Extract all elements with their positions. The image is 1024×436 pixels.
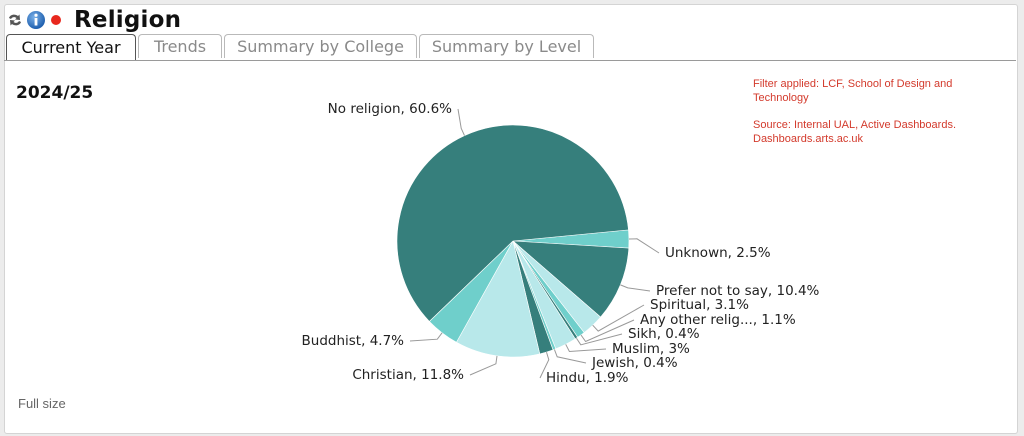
pie-slice[interactable] — [456, 240, 541, 358]
tab-current-year[interactable]: Current Year — [6, 34, 136, 60]
slice-label: No religion, 60.6% — [328, 101, 452, 117]
pie-slice[interactable] — [512, 240, 630, 318]
page-title: Religion — [74, 7, 182, 33]
leader-line — [469, 355, 498, 376]
slice-label: Unknown, 2.5% — [665, 245, 771, 261]
leader-line — [575, 333, 623, 346]
status-dot-icon — [50, 14, 62, 26]
refresh-icon[interactable] — [6, 11, 24, 29]
slice-label: Spiritual, 3.1% — [650, 297, 749, 313]
tab-trends[interactable]: Trends — [138, 34, 222, 58]
leader-line — [457, 108, 465, 136]
leader-line — [553, 349, 587, 364]
leader-line — [539, 351, 550, 379]
source-note: Source: Internal UAL, Active Dashboards.… — [753, 119, 956, 145]
leader-line — [409, 332, 443, 342]
tab-bar: Current Year Trends Summary by College S… — [4, 34, 1016, 61]
chart-notes: Filter applied: LCF, School of Design an… — [753, 77, 1003, 159]
title-bar: Religion — [6, 6, 181, 34]
slice-label: Jewish, 0.4% — [591, 355, 678, 371]
filter-note: Filter applied: LCF, School of Design an… — [753, 78, 953, 104]
slice-label: Prefer not to say, 10.4% — [656, 283, 820, 299]
slice-label: Buddhist, 4.7% — [302, 333, 405, 349]
year-label: 2024/25 — [16, 83, 94, 103]
slice-label: Muslim, 3% — [612, 341, 690, 357]
tab-summary-by-college[interactable]: Summary by College — [224, 34, 417, 58]
leader-line — [580, 319, 635, 343]
leader-line — [620, 284, 651, 292]
info-icon[interactable] — [26, 10, 46, 30]
slice-label: Sikh, 0.4% — [628, 326, 700, 342]
leader-line — [592, 304, 645, 332]
leader-line — [628, 238, 660, 254]
full-size-link[interactable]: Full size — [18, 396, 66, 411]
slice-label: Christian, 11.8% — [352, 367, 464, 383]
tab-summary-by-level[interactable]: Summary by Level — [419, 34, 594, 58]
slice-label: Any other relig..., 1.1% — [640, 312, 796, 328]
leader-line — [565, 344, 607, 353]
pie-slice[interactable] — [396, 124, 629, 322]
slice-label: Hindu, 1.9% — [546, 370, 629, 386]
